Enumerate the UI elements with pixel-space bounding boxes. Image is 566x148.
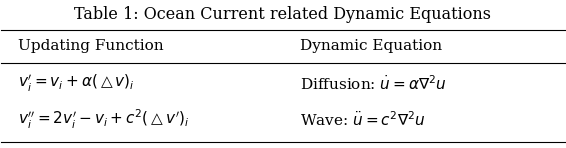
Text: Diffusion: $\dot{u} = \alpha \nabla^2 u$: Diffusion: $\dot{u} = \alpha \nabla^2 u$: [300, 74, 447, 93]
Text: Table 1: Ocean Current related Dynamic Equations: Table 1: Ocean Current related Dynamic E…: [75, 6, 491, 23]
Text: Updating Function: Updating Function: [18, 39, 164, 53]
Text: Dynamic Equation: Dynamic Equation: [300, 39, 442, 53]
Text: $v_i'' = 2v_i' - v_i + c^2(\triangle v')_i$: $v_i'' = 2v_i' - v_i + c^2(\triangle v')…: [18, 108, 190, 131]
Text: $v_i' = v_i + \alpha(\triangle v)_i$: $v_i' = v_i + \alpha(\triangle v)_i$: [18, 73, 135, 94]
Text: Wave: $\ddot{u} = c^2 \nabla^2 u$: Wave: $\ddot{u} = c^2 \nabla^2 u$: [300, 110, 426, 129]
